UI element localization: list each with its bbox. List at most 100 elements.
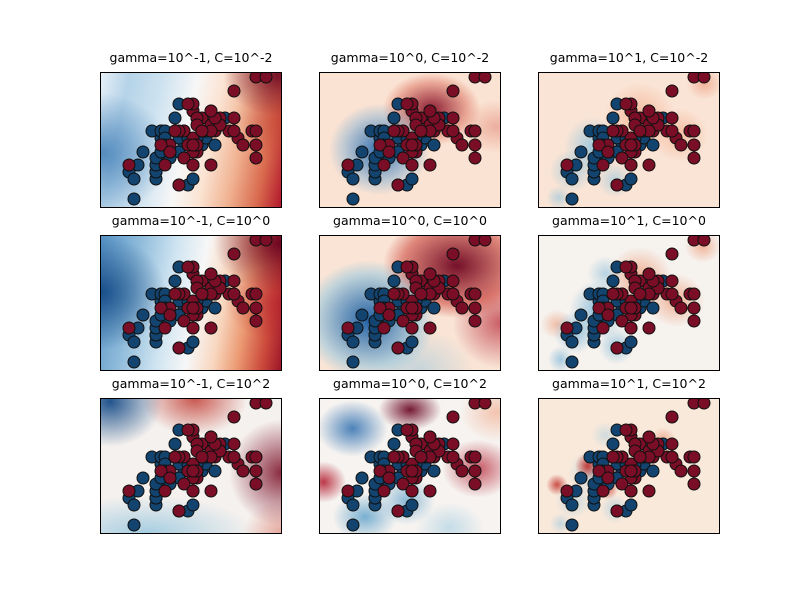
data-point-class-0-blue <box>355 471 369 485</box>
data-point-class-0-blue <box>346 192 360 206</box>
data-point-class-1-red <box>391 341 405 355</box>
data-point-class-1-red <box>163 308 177 322</box>
data-point-class-1-red <box>181 97 195 111</box>
data-point-class-1-red <box>697 399 710 410</box>
data-point-class-0-blue <box>127 192 141 206</box>
data-point-class-1-red <box>423 104 437 118</box>
data-point-class-1-red <box>687 450 701 464</box>
data-point-class-0-blue <box>427 464 441 478</box>
data-point-class-1-red <box>227 111 241 125</box>
data-point-class-1-red <box>341 484 355 498</box>
data-point-class-1-red <box>687 464 701 478</box>
data-point-class-0-blue <box>427 138 441 152</box>
data-point-class-1-red <box>468 124 482 138</box>
data-point-class-1-red <box>195 287 209 301</box>
plot-area <box>538 398 720 534</box>
data-point-class-1-red <box>624 484 638 498</box>
data-point-class-1-red <box>423 267 437 281</box>
data-point-class-0-blue <box>574 471 588 485</box>
data-point-class-1-red <box>687 287 701 301</box>
plot-area <box>100 398 282 534</box>
data-point-class-1-red <box>259 399 272 410</box>
data-point-class-1-red <box>382 308 396 322</box>
data-point-class-0-blue <box>387 111 401 125</box>
data-point-class-1-red <box>642 158 656 172</box>
data-point-class-0-blue <box>565 335 579 349</box>
data-point-class-1-red <box>204 321 218 335</box>
data-point-class-1-red <box>377 321 391 335</box>
data-point-class-0-blue <box>565 355 579 369</box>
data-point-class-0-blue <box>136 145 150 159</box>
subplot-r2c1: gamma=10^-1, C=10^0 <box>100 213 282 371</box>
data-point-class-1-red <box>259 73 272 84</box>
data-point-class-0-blue <box>127 498 141 512</box>
data-point-class-0-blue <box>355 308 369 322</box>
data-point-class-1-red <box>455 138 469 152</box>
subplot-r1c2: gamma=10^0, C=10^-2 <box>319 50 501 208</box>
data-point-class-0-blue <box>168 274 182 288</box>
data-point-class-1-red <box>610 504 624 518</box>
data-point-class-0-blue <box>208 464 222 478</box>
subplot-r3c2: gamma=10^0, C=10^2 <box>319 376 501 534</box>
data-point-class-1-red <box>423 158 437 172</box>
data-point-class-1-red <box>227 450 241 464</box>
data-point-class-1-red <box>249 301 263 315</box>
data-point-class-0-blue <box>405 335 419 349</box>
data-point-class-1-red <box>624 464 638 478</box>
data-point-class-1-red <box>377 158 391 172</box>
subplot-r3c3: gamma=10^1, C=10^2 <box>538 376 720 534</box>
data-point-class-1-red <box>168 124 182 138</box>
data-point-class-1-red <box>204 158 218 172</box>
data-point-class-1-red <box>236 464 250 478</box>
subplot-title: gamma=10^0, C=10^0 <box>333 213 487 228</box>
data-point-class-1-red <box>172 341 186 355</box>
subplot-title: gamma=10^-1, C=10^-2 <box>109 50 273 65</box>
data-point-class-1-red <box>227 124 241 138</box>
data-point-class-1-red <box>468 314 482 328</box>
data-point-class-1-red <box>168 287 182 301</box>
data-point-class-1-red <box>446 274 460 288</box>
data-point-class-1-red <box>619 260 633 274</box>
data-point-class-0-blue <box>355 145 369 159</box>
subplot-title: gamma=10^0, C=10^2 <box>333 376 487 391</box>
data-point-class-1-red <box>405 484 419 498</box>
data-point-class-1-red <box>236 138 250 152</box>
data-point-class-1-red <box>414 287 428 301</box>
data-point-class-0-blue <box>127 335 141 349</box>
plot-area <box>319 72 501 208</box>
data-point-class-0-blue <box>168 111 182 125</box>
data-point-class-1-red <box>227 247 241 261</box>
data-point-class-1-red <box>665 437 679 451</box>
data-point-class-1-red <box>665 450 679 464</box>
data-point-class-1-red <box>601 308 615 322</box>
data-point-class-0-blue <box>186 335 200 349</box>
data-point-class-1-red <box>468 464 482 478</box>
data-point-class-1-red <box>387 124 401 138</box>
data-point-class-1-red <box>446 287 460 301</box>
data-point-class-1-red <box>633 124 647 138</box>
data-point-class-1-red <box>610 341 624 355</box>
plot-area <box>319 398 501 534</box>
data-point-class-1-red <box>227 410 241 424</box>
data-point-class-1-red <box>455 464 469 478</box>
data-point-class-1-red <box>665 274 679 288</box>
subplot-title: gamma=10^0, C=10^-2 <box>330 50 490 65</box>
data-point-class-1-red <box>186 301 200 315</box>
data-point-class-0-blue <box>186 172 200 186</box>
data-point-class-1-red <box>249 287 263 301</box>
data-point-class-1-red <box>341 321 355 335</box>
data-point-class-1-red <box>227 274 241 288</box>
data-point-class-1-red <box>446 247 460 261</box>
data-point-class-1-red <box>249 464 263 478</box>
data-point-class-1-red <box>158 484 172 498</box>
data-point-class-1-red <box>446 84 460 98</box>
data-point-class-1-red <box>391 504 405 518</box>
data-point-class-1-red <box>642 267 656 281</box>
data-point-class-1-red <box>249 477 263 491</box>
data-point-class-1-red <box>610 178 624 192</box>
subplot-r1c3: gamma=10^1, C=10^-2 <box>538 50 720 208</box>
data-point-class-1-red <box>249 450 263 464</box>
data-point-class-1-red <box>601 145 615 159</box>
data-point-class-1-red <box>596 158 610 172</box>
plot-area <box>538 235 720 371</box>
